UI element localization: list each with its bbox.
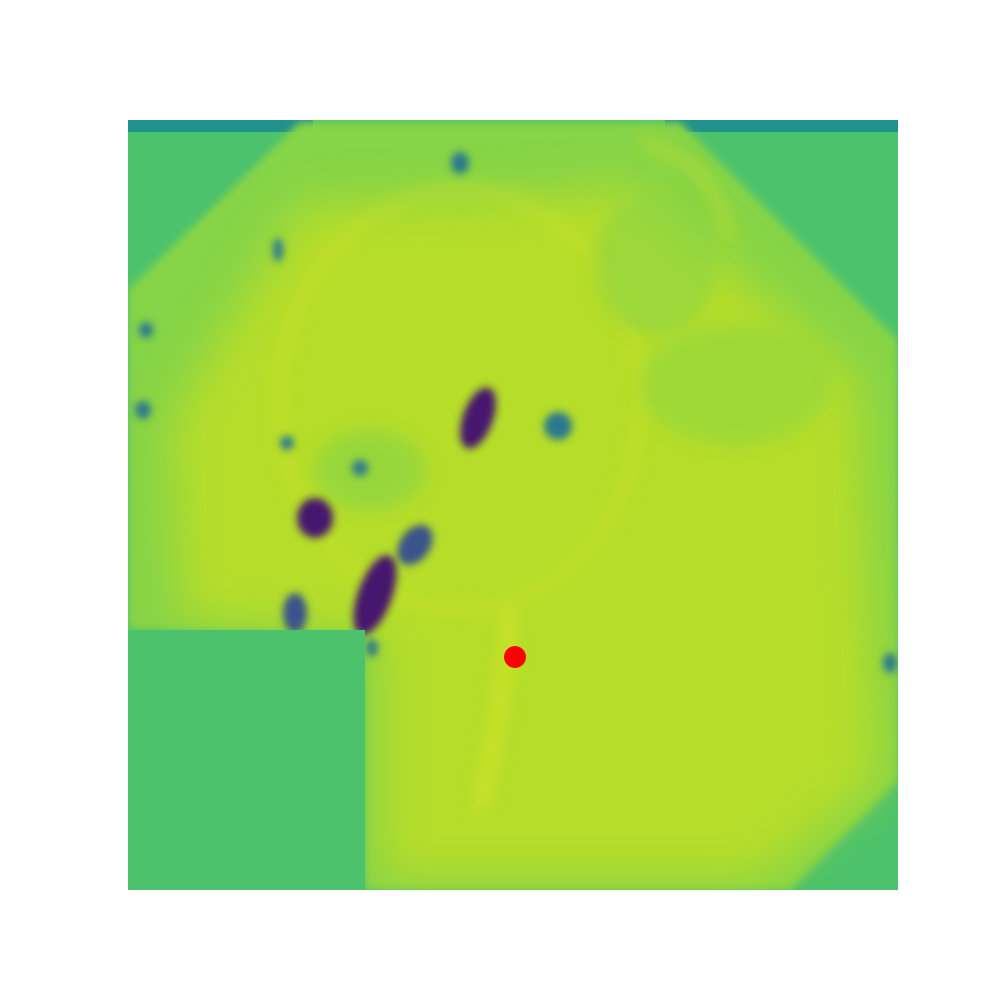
lower-left-empty [128, 630, 365, 890]
dark-dot-3 [135, 401, 151, 419]
dark-blob-right [544, 412, 572, 440]
upper-right-lobe [595, 195, 715, 335]
edge-highlight [638, 136, 734, 241]
dark-dot-2 [280, 436, 294, 450]
dark-dot-8 [366, 639, 378, 657]
dark-blob-upper-streak [397, 525, 433, 565]
streak-highlight [474, 609, 516, 812]
dark-dot-1 [352, 460, 368, 476]
rim-highlight [276, 186, 644, 614]
top-band-left [128, 120, 313, 132]
top-band-right [665, 120, 898, 132]
dark-blob-left [297, 498, 333, 538]
dark-dot-5 [273, 238, 283, 262]
left-texture [315, 430, 425, 510]
dark-dot-6 [451, 152, 469, 174]
dark-blob-streak [353, 555, 397, 635]
right-lobe [640, 325, 830, 445]
dark-dot-4 [139, 322, 153, 338]
marker-point [504, 646, 526, 668]
heatmap-image [128, 120, 898, 890]
dark-dot-7 [883, 653, 897, 673]
dark-blob-center [460, 387, 496, 449]
dark-blob-lower-left [283, 593, 307, 633]
